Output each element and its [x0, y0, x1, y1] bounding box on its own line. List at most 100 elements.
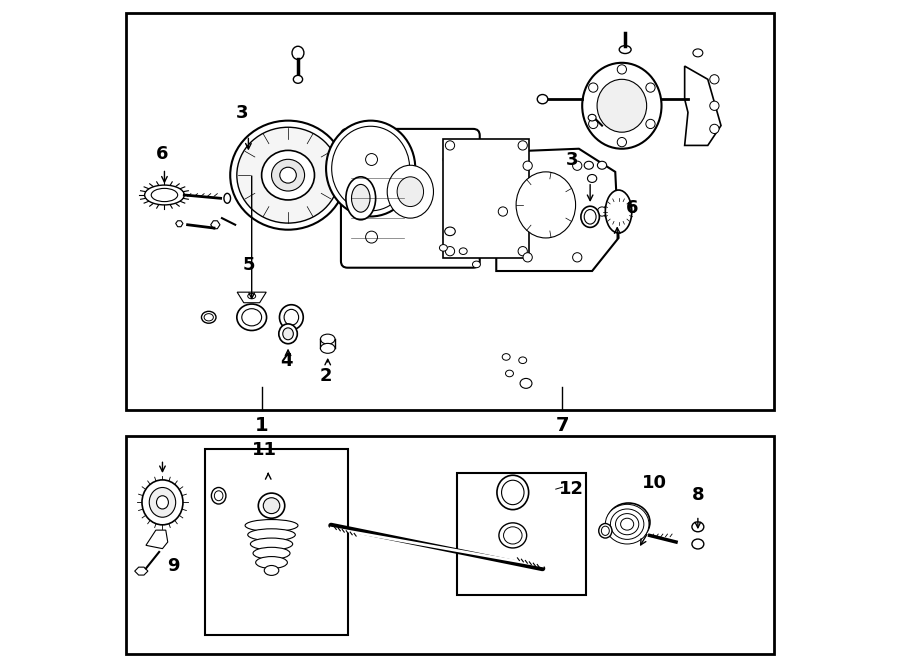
Circle shape: [572, 253, 582, 262]
Ellipse shape: [202, 311, 216, 323]
Ellipse shape: [157, 496, 168, 509]
Ellipse shape: [588, 175, 597, 182]
Text: 12: 12: [559, 480, 584, 498]
Ellipse shape: [537, 95, 548, 104]
Ellipse shape: [352, 184, 370, 212]
Ellipse shape: [284, 309, 299, 325]
Ellipse shape: [265, 566, 279, 575]
Ellipse shape: [439, 245, 447, 251]
Polygon shape: [176, 221, 183, 227]
Bar: [444, 139, 529, 258]
Text: 4: 4: [280, 352, 292, 370]
Ellipse shape: [237, 128, 339, 223]
Ellipse shape: [497, 475, 528, 510]
Circle shape: [365, 231, 377, 243]
Polygon shape: [685, 66, 721, 145]
Circle shape: [499, 207, 508, 216]
Circle shape: [646, 83, 655, 93]
Text: 3: 3: [236, 104, 248, 122]
Ellipse shape: [346, 176, 375, 219]
Ellipse shape: [242, 309, 262, 326]
Circle shape: [710, 101, 719, 110]
Circle shape: [598, 207, 607, 216]
Text: 2: 2: [320, 367, 332, 385]
Ellipse shape: [320, 344, 335, 353]
Ellipse shape: [501, 480, 524, 505]
Ellipse shape: [580, 206, 599, 227]
Ellipse shape: [693, 49, 703, 57]
Text: 6: 6: [157, 145, 168, 163]
Bar: [205, 449, 347, 635]
Circle shape: [710, 75, 719, 84]
Ellipse shape: [326, 121, 415, 217]
Ellipse shape: [601, 526, 609, 535]
Circle shape: [518, 141, 527, 150]
Ellipse shape: [279, 324, 297, 344]
Ellipse shape: [387, 165, 434, 218]
Text: 8: 8: [691, 486, 704, 504]
Bar: [456, 473, 586, 595]
Ellipse shape: [151, 188, 177, 202]
Polygon shape: [496, 149, 618, 271]
Ellipse shape: [598, 524, 612, 538]
Ellipse shape: [204, 314, 213, 321]
Text: 7: 7: [555, 416, 569, 436]
Ellipse shape: [597, 79, 646, 132]
Ellipse shape: [142, 480, 183, 525]
Ellipse shape: [584, 161, 593, 169]
Ellipse shape: [588, 114, 596, 121]
Circle shape: [710, 124, 719, 134]
Ellipse shape: [283, 328, 293, 340]
Ellipse shape: [230, 121, 346, 230]
Ellipse shape: [320, 334, 335, 344]
Ellipse shape: [621, 518, 634, 530]
Ellipse shape: [692, 539, 704, 549]
Ellipse shape: [606, 190, 632, 233]
Ellipse shape: [499, 523, 526, 548]
Ellipse shape: [332, 126, 410, 211]
Ellipse shape: [606, 504, 649, 544]
Ellipse shape: [258, 493, 284, 518]
Circle shape: [446, 247, 454, 256]
Ellipse shape: [520, 378, 532, 388]
Ellipse shape: [248, 293, 256, 299]
Text: 3: 3: [566, 151, 579, 169]
Circle shape: [443, 231, 455, 243]
Ellipse shape: [264, 498, 280, 514]
Ellipse shape: [451, 184, 469, 212]
Ellipse shape: [692, 522, 704, 531]
Text: 9: 9: [167, 557, 180, 574]
Ellipse shape: [212, 488, 226, 504]
Circle shape: [589, 83, 598, 93]
Polygon shape: [211, 221, 220, 229]
Ellipse shape: [253, 547, 290, 559]
Circle shape: [443, 153, 455, 165]
Ellipse shape: [145, 185, 184, 205]
Ellipse shape: [616, 514, 639, 535]
Ellipse shape: [503, 527, 522, 544]
Ellipse shape: [516, 172, 576, 238]
Ellipse shape: [502, 354, 510, 360]
Ellipse shape: [459, 248, 467, 254]
Ellipse shape: [272, 159, 304, 191]
Ellipse shape: [231, 154, 266, 190]
Ellipse shape: [584, 210, 596, 224]
Circle shape: [646, 120, 655, 128]
Text: 10: 10: [643, 475, 668, 492]
Circle shape: [617, 137, 626, 147]
Ellipse shape: [619, 46, 631, 54]
Ellipse shape: [237, 304, 266, 330]
Ellipse shape: [582, 63, 662, 149]
Circle shape: [617, 65, 626, 74]
Ellipse shape: [445, 227, 455, 235]
Ellipse shape: [610, 509, 644, 539]
Ellipse shape: [248, 529, 295, 541]
Ellipse shape: [245, 520, 298, 531]
Ellipse shape: [262, 150, 314, 200]
FancyBboxPatch shape: [341, 129, 480, 268]
Ellipse shape: [250, 538, 292, 550]
Ellipse shape: [280, 167, 296, 183]
Circle shape: [523, 253, 532, 262]
Text: 11: 11: [252, 442, 277, 459]
Ellipse shape: [214, 490, 223, 501]
